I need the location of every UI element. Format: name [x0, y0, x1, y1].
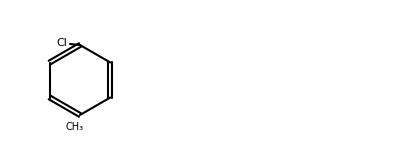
- Text: Cl: Cl: [56, 38, 67, 48]
- Text: CH₃: CH₃: [66, 122, 84, 132]
